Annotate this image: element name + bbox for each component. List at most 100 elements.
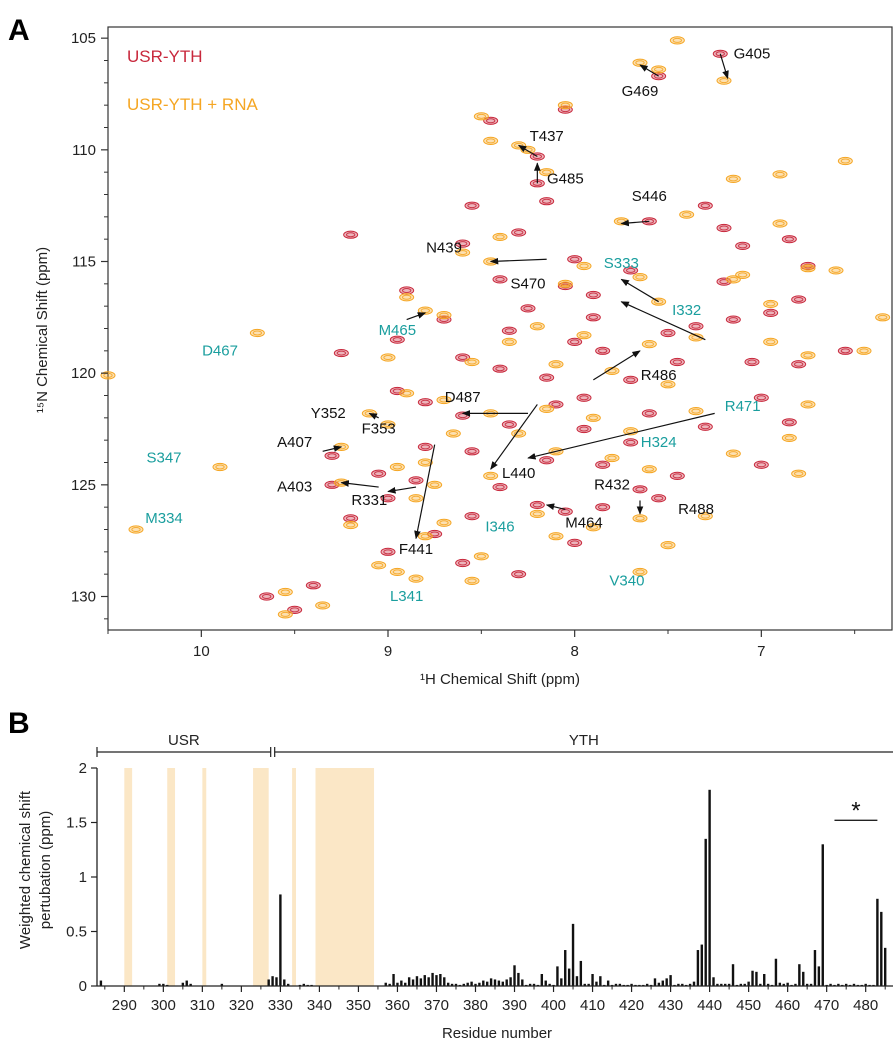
rna-peak <box>539 404 555 413</box>
residue-label: M465 <box>379 322 417 339</box>
apo-peak <box>548 400 564 409</box>
csp-bar <box>755 971 758 986</box>
apo-peak <box>623 438 639 447</box>
residue-label: M464 <box>565 514 603 531</box>
csp-bar <box>817 966 821 986</box>
csp-bar <box>388 983 391 986</box>
apo-peak <box>324 451 340 460</box>
unassigned-range <box>253 768 269 986</box>
apo-peak <box>688 322 704 331</box>
rna-peak <box>529 509 545 518</box>
csp-bar <box>696 950 700 986</box>
rna-peak <box>763 337 779 346</box>
unassigned-range <box>292 768 296 986</box>
apo-peak <box>716 223 732 233</box>
csp-bar <box>618 983 622 986</box>
csp-bar <box>751 970 754 986</box>
csp-bar <box>493 979 497 986</box>
rna-peak <box>408 574 424 583</box>
shift-arrow <box>387 486 417 494</box>
apo-peak <box>380 494 396 503</box>
rna-peak <box>408 494 424 503</box>
residue-label: D467 <box>202 342 238 359</box>
rna-peak <box>212 462 228 472</box>
apo-peak <box>744 357 760 367</box>
bar-x-tick-label: 370 <box>424 997 449 1014</box>
residue-label: G405 <box>734 45 771 62</box>
csp-bar <box>731 964 735 986</box>
rna-peak <box>529 322 545 331</box>
rna-peak <box>800 351 816 360</box>
rna-peak <box>520 145 536 154</box>
rna-peak <box>781 433 797 443</box>
apo-peak <box>501 420 517 429</box>
csp-bar <box>852 983 856 986</box>
apo-peak <box>753 460 769 469</box>
apo-peak <box>455 558 471 568</box>
apo-peak <box>343 230 359 239</box>
rna-peak <box>548 360 564 369</box>
csp-bar <box>435 975 438 986</box>
residue-label: I332 <box>672 302 701 319</box>
csp-bar <box>517 972 520 986</box>
csp-bar <box>583 983 586 986</box>
csp-bar <box>286 983 290 986</box>
csp-bar <box>727 983 731 986</box>
csp-bar <box>688 983 692 986</box>
residue-label: F441 <box>399 541 433 558</box>
csp-bar <box>283 979 286 986</box>
x-tick-label: 10 <box>193 643 210 660</box>
rna-peak <box>660 541 676 550</box>
rna-peak <box>725 174 741 183</box>
rna-peak <box>557 101 573 110</box>
csp-bar <box>466 982 469 986</box>
rna-peak <box>679 210 695 219</box>
y-tick-label: 130 <box>71 589 96 606</box>
rna-peak <box>772 219 788 228</box>
csp-bar <box>724 983 727 986</box>
rna-peak <box>735 270 751 279</box>
shift-arrow <box>414 444 436 540</box>
csp-bar <box>415 976 419 986</box>
unassigned-range <box>124 768 133 986</box>
apo-peak <box>483 116 499 125</box>
shift-arrow <box>620 278 659 303</box>
unassigned-range <box>167 768 176 986</box>
apo-peak <box>259 592 275 601</box>
bar-x-tick-label: 300 <box>151 997 176 1014</box>
rna-peak <box>856 346 872 355</box>
spectrum-x-ticks: 10 9 8 7 <box>107 630 856 660</box>
csp-bar <box>396 982 399 986</box>
csp-bar <box>716 983 719 986</box>
rna-peak <box>464 576 480 585</box>
apo-peak <box>791 360 807 369</box>
apo-peak <box>632 485 648 494</box>
bar-x-tick-label: 480 <box>853 997 878 1014</box>
bar-x-ticks: 290 300 310 320 330 340 350 360 370 380 390 400 410 4… <box>104 986 886 1014</box>
residue-label: A407 <box>277 434 312 451</box>
apo-peak <box>669 357 685 367</box>
rna-peak <box>585 523 601 532</box>
bar-x-tick-label: 440 <box>697 997 722 1014</box>
csp-bar <box>267 979 270 986</box>
csp-bar <box>513 965 516 986</box>
csp-bar <box>813 950 817 986</box>
apo-peak <box>595 503 611 512</box>
apo-peak <box>576 393 592 402</box>
rna-peak <box>725 449 741 458</box>
x-tick-label: 8 <box>570 643 578 660</box>
rna-peak <box>455 248 471 257</box>
apo-peak <box>641 409 657 418</box>
csp-bar <box>454 983 458 986</box>
rna-peak <box>875 313 891 322</box>
csp-bar <box>564 950 567 986</box>
csp-bar <box>774 958 778 986</box>
csp-bar <box>759 983 762 986</box>
spectrum-x-axis-label: ¹H Chemical Shift (ppm) <box>420 671 580 688</box>
bar-x-tick-label: 410 <box>580 997 605 1014</box>
rna-peak <box>483 471 499 480</box>
y-tick-label: 105 <box>71 30 96 47</box>
bar-x-tick-label: 290 <box>112 997 137 1014</box>
apo-peak <box>520 304 536 313</box>
significance-marker: * <box>834 797 878 824</box>
